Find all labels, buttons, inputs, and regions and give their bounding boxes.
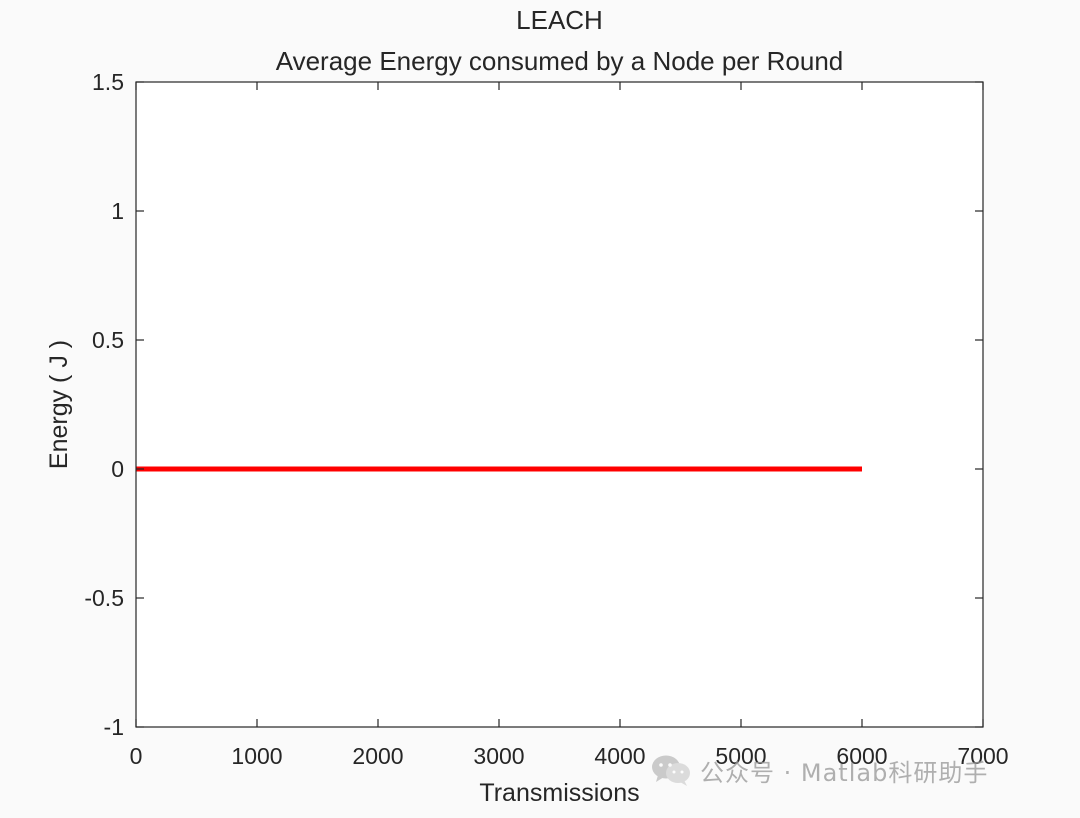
y-tick-label: -1 [104, 714, 124, 740]
y-tick-label: 0 [111, 456, 124, 482]
x-tick-label: 6000 [836, 743, 887, 769]
chart-title: LEACH [516, 5, 603, 35]
chart-subtitle: Average Energy consumed by a Node per Ro… [276, 46, 844, 76]
x-tick-label: 1000 [231, 743, 282, 769]
x-tick-label: 7000 [957, 743, 1008, 769]
watermark: 公众号 · Matlab科研助手 [650, 750, 988, 790]
y-tick-label: 1 [111, 198, 124, 224]
watermark-text: 公众号 · Matlab科研助手 [700, 758, 989, 787]
y-axis-ticks: -1 -0.5 0 0.5 1 1.5 [84, 69, 983, 740]
plot-frame [135, 81, 984, 728]
x-tick-label: 5000 [715, 743, 766, 769]
x-axis-label: Transmissions [479, 779, 639, 807]
wechat-icon [652, 755, 690, 786]
x-tick-label: 3000 [473, 743, 524, 769]
plot-area [136, 82, 983, 727]
x-tick-label: 0 [130, 743, 143, 769]
y-tick-label: 1.5 [92, 69, 124, 95]
y-tick-label: 0.5 [92, 327, 124, 353]
x-tick-label: 2000 [352, 743, 403, 769]
y-axis-label: Energy ( J ) [45, 340, 73, 469]
x-tick-label: 4000 [594, 743, 645, 769]
x-axis-ticks: 0 1000 2000 3000 4000 5000 6000 7000 [130, 82, 1009, 769]
y-tick-label: -0.5 [84, 585, 124, 611]
